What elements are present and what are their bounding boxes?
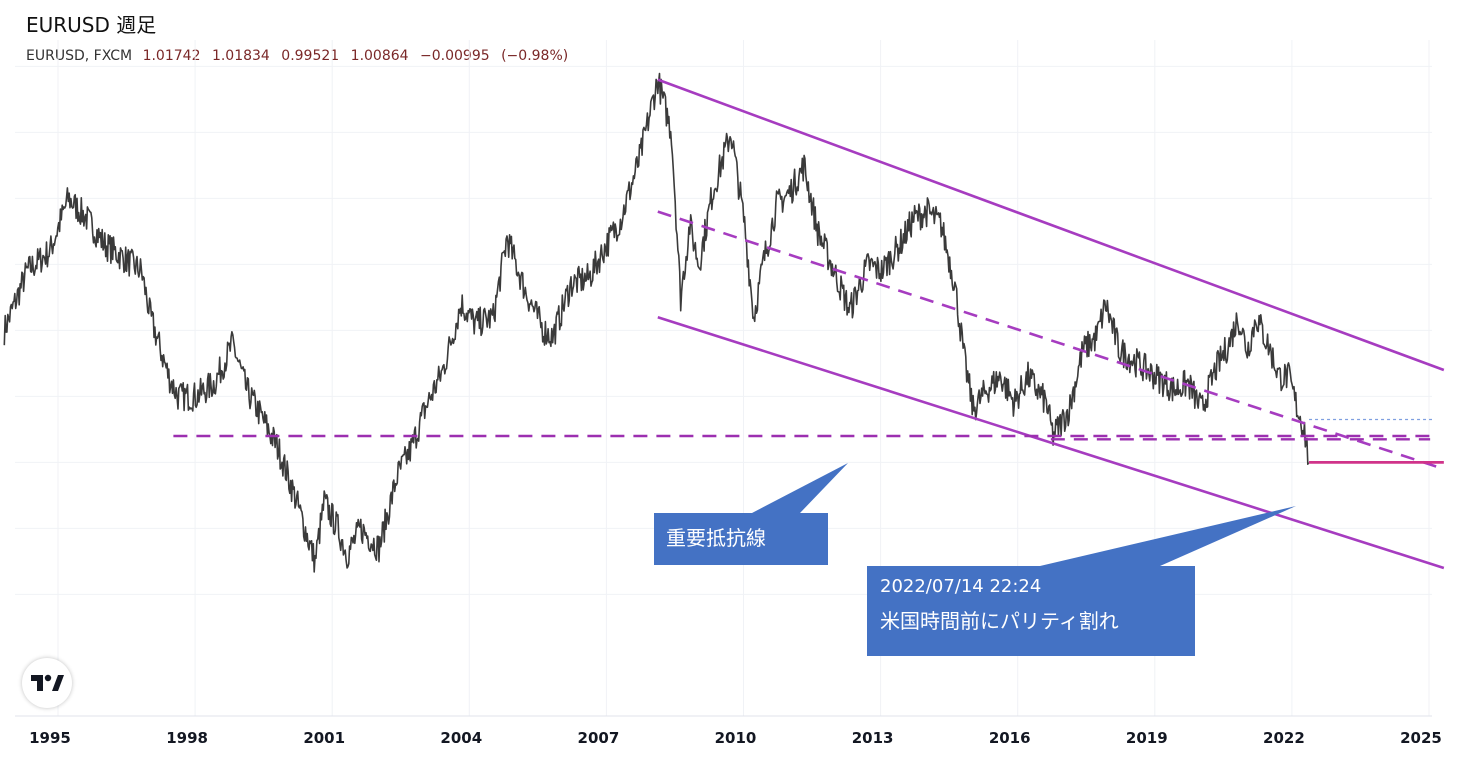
- trendline-channel-middle: [657, 210, 1445, 471]
- x-tick-label: 2016: [989, 729, 1031, 747]
- x-tick-label: 2022: [1263, 729, 1305, 747]
- open-value: 1.01742: [142, 48, 201, 64]
- x-axis-ticks: 1995 1998 2001 2004 2007 2010 2013 2016 2019 2022…: [29, 729, 1442, 747]
- price-line: [3, 72, 1310, 573]
- change-percent: (−0.98%): [501, 48, 569, 64]
- tradingview-logo-glyph: [31, 674, 64, 691]
- x-tick-label: 2010: [715, 729, 757, 747]
- callouts: 重要抵抗線 2022/07/14 22:24 米国時間前にパリティ割れ: [654, 463, 1296, 656]
- resistance-label: 重要抵抗線: [666, 526, 766, 550]
- x-tick-label: 2019: [1126, 729, 1168, 747]
- event-text-label: 米国時間前にパリティ割れ: [880, 609, 1119, 633]
- x-tick-label: 2025: [1400, 729, 1442, 747]
- trendline-channel-lower: [657, 315, 1445, 570]
- trendlines[interactable]: [173, 78, 1445, 570]
- callout-pointer-resistance: [752, 463, 848, 513]
- trendline-channel-upper: [657, 78, 1445, 372]
- callout-box-event: [867, 566, 1195, 656]
- callout-box-resistance: [654, 513, 828, 565]
- change-value: −0.00995: [420, 48, 490, 64]
- x-tick-label: 1995: [29, 729, 71, 747]
- grid: [15, 40, 1432, 716]
- high-value: 1.01834: [211, 48, 270, 64]
- x-tick-label: 2001: [303, 729, 345, 747]
- ohlc-legend: EURUSD, FXCM 1.01742 1.01834 0.99521 1.0…: [26, 48, 575, 64]
- low-value: 0.99521: [281, 48, 340, 64]
- symbol-label[interactable]: EURUSD, FXCM: [26, 48, 133, 64]
- event-time-label: 2022/07/14 22:24: [880, 576, 1041, 597]
- tradingview-logo-icon[interactable]: [22, 658, 72, 708]
- x-tick-label: 2013: [852, 729, 894, 747]
- chart-title: EURUSD 週足: [26, 13, 157, 37]
- x-tick-label: 2007: [578, 729, 620, 747]
- price-series: [3, 72, 1310, 573]
- callout-pointer-event: [1040, 506, 1296, 566]
- x-tick-label: 1998: [166, 729, 208, 747]
- close-value: 1.00864: [350, 48, 409, 64]
- x-tick-label: 2004: [440, 729, 482, 747]
